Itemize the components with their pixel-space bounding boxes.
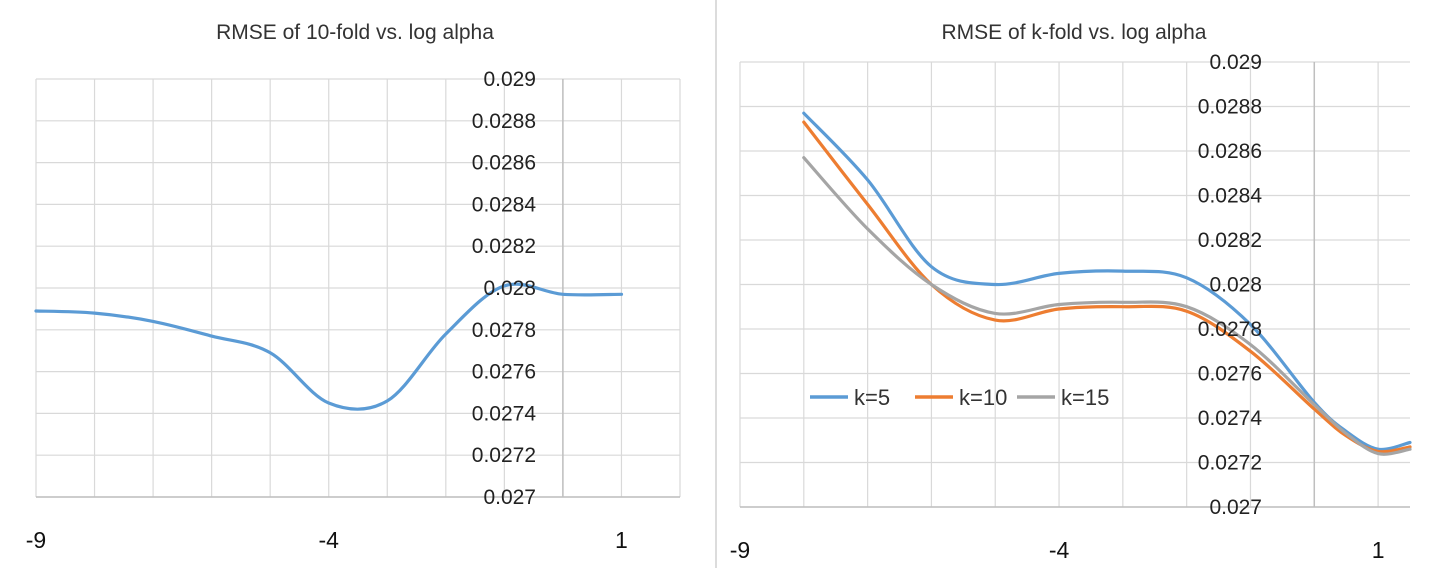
legend-item: k=10 xyxy=(915,385,1007,410)
legend-label: k=5 xyxy=(854,385,890,410)
series-line-k-10 xyxy=(802,120,1412,454)
legend-label: k=10 xyxy=(959,385,1007,410)
x-tick-label: -9 xyxy=(26,527,46,553)
chart-title: RMSE of k-fold vs. log alpha xyxy=(942,21,1207,44)
chart-title: RMSE of 10-fold vs. log alpha xyxy=(216,21,494,44)
series-line-k-15 xyxy=(802,156,1412,456)
y-tick-label: 0.0276 xyxy=(1198,363,1262,386)
y-axis-tick-labels: 0.027 0.0272 0.0274 0.0276 0.0278 0.028 0.0282… xyxy=(472,68,537,509)
legend: k=5 k=10 k=15 xyxy=(810,385,1109,410)
grid xyxy=(35,78,681,498)
x-tick-label: -9 xyxy=(730,537,750,563)
y-tick-label: 0.0288 xyxy=(1198,96,1262,119)
series-line-k-5 xyxy=(802,111,1412,452)
y-tick-label: 0.0282 xyxy=(1198,229,1262,252)
x-axis-tick-labels: -9 -4 1 xyxy=(730,537,1385,563)
y-tick-label: 0.028 xyxy=(483,277,536,300)
y-tick-label: 0.0278 xyxy=(1198,318,1262,341)
y-tick-label: 0.0286 xyxy=(472,152,536,175)
y-tick-label: 0.0272 xyxy=(472,444,536,467)
y-tick-label: 0.0284 xyxy=(1198,185,1263,208)
y-tick-label: 0.029 xyxy=(483,68,536,91)
series-layer xyxy=(34,282,624,411)
y-tick-label: 0.0288 xyxy=(472,110,536,133)
legend-item: k=5 xyxy=(810,385,890,410)
y-tick-label: 0.0272 xyxy=(1198,452,1262,475)
y-tick-label: 0.0284 xyxy=(472,193,537,216)
y-tick-label: 0.0282 xyxy=(472,235,536,258)
y-tick-label: 0.0276 xyxy=(472,361,536,384)
y-tick-label: 0.0274 xyxy=(1198,407,1263,430)
y-tick-label: 0.0274 xyxy=(472,402,537,425)
grid xyxy=(739,61,1410,508)
legend-label: k=15 xyxy=(1061,385,1109,410)
y-tick-label: 0.0286 xyxy=(1198,140,1262,163)
chart-k-fold: RMSE of k-fold vs. log alpha 0.027 0.0272… xyxy=(730,21,1412,563)
x-tick-label: 1 xyxy=(615,527,628,553)
y-tick-label: 0.028 xyxy=(1209,274,1262,297)
x-tick-label: 1 xyxy=(1372,537,1385,563)
y-tick-label: 0.029 xyxy=(1209,51,1262,74)
x-axis-tick-labels: -9 -4 1 xyxy=(26,527,628,553)
chart-10-fold: RMSE of 10-fold vs. log alpha 0.0270.027… xyxy=(26,21,681,553)
x-tick-label: -4 xyxy=(1049,537,1070,563)
y-tick-label: 0.0278 xyxy=(472,319,536,342)
series-line-10-fold xyxy=(34,282,624,411)
legend-item: k=15 xyxy=(1017,385,1109,410)
x-tick-label: -4 xyxy=(319,527,340,553)
series-layer xyxy=(802,111,1412,456)
y-tick-label: 0.027 xyxy=(1209,496,1262,519)
y-tick-label: 0.027 xyxy=(483,486,536,509)
y-axis-tick-labels: 0.027 0.0272 0.0274 0.0276 0.0278 0.028 0.0282… xyxy=(1198,51,1263,519)
